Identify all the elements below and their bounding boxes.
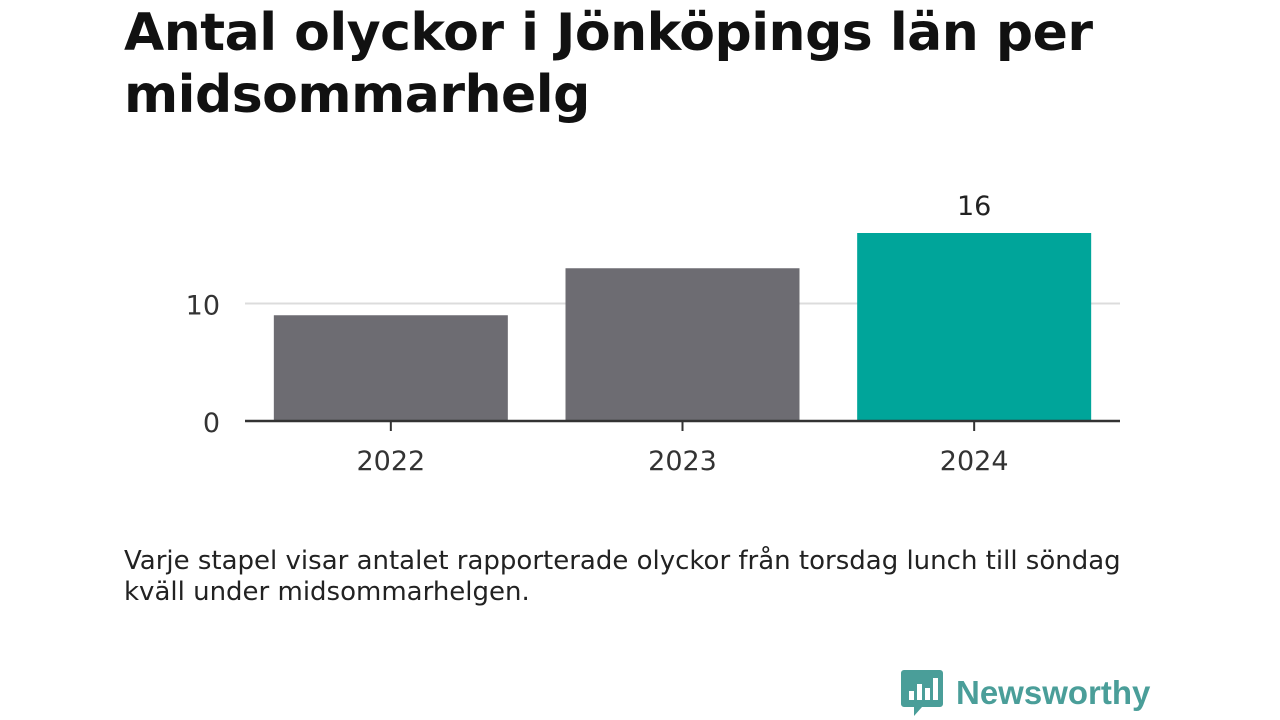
bar xyxy=(273,315,508,421)
y-tick-label: 0 xyxy=(203,408,220,439)
x-tick-label: 2022 xyxy=(356,446,425,477)
bar xyxy=(857,233,1092,421)
newsworthy-logo-icon xyxy=(901,670,943,716)
x-tick-label: 2023 xyxy=(648,446,717,477)
chart-caption: Varje stapel visar antalet rapporterade … xyxy=(124,546,1121,607)
bar-chart: 0 10 2022 2023 2024 16 xyxy=(186,191,1120,477)
chart-title: Antal olyckor i Jönköpings län per midso… xyxy=(124,3,1093,125)
brand-name: Newsworthy xyxy=(956,674,1151,711)
x-tick-label: 2024 xyxy=(940,446,1009,477)
data-label: 16 xyxy=(957,191,991,222)
y-tick-label: 10 xyxy=(186,291,220,322)
bar xyxy=(565,268,800,421)
brand-logo: Newsworthy xyxy=(900,668,1150,718)
